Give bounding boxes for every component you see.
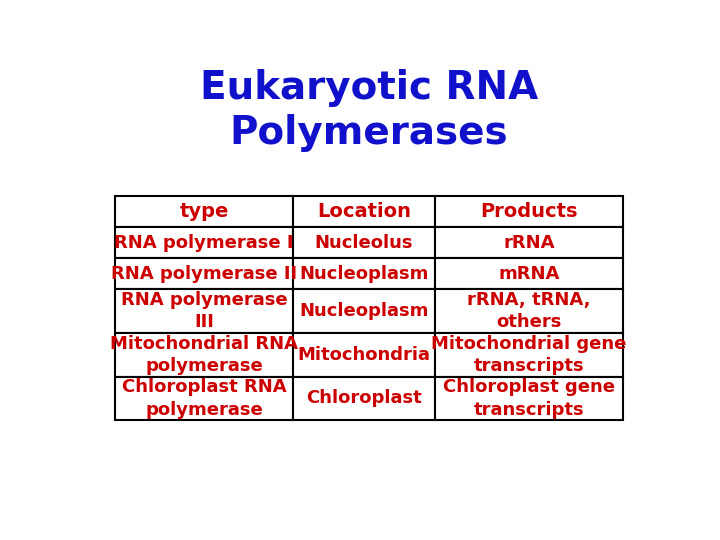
Text: type: type (179, 202, 229, 221)
Text: RNA polymerase
III: RNA polymerase III (121, 291, 287, 331)
Bar (293, 333, 435, 377)
Text: rRNA: rRNA (503, 234, 554, 252)
Bar (115, 377, 293, 420)
Text: Location: Location (317, 202, 411, 221)
Text: RNA polymerase II: RNA polymerase II (111, 265, 297, 283)
Bar (115, 333, 293, 377)
Bar (293, 196, 435, 227)
Bar (115, 289, 293, 333)
Bar (293, 377, 435, 420)
Bar (115, 196, 293, 227)
Text: Chloroplast RNA
polymerase: Chloroplast RNA polymerase (122, 379, 287, 418)
Bar (115, 258, 293, 289)
Bar (435, 333, 623, 377)
Bar (435, 196, 623, 227)
Bar (293, 289, 435, 333)
Bar (115, 227, 293, 258)
Text: Mitochondria: Mitochondria (297, 346, 431, 364)
Text: Nucleoplasm: Nucleoplasm (300, 302, 428, 320)
Text: Nucleolus: Nucleolus (315, 234, 413, 252)
Text: Mitochondrial gene
transcripts: Mitochondrial gene transcripts (431, 335, 626, 375)
Bar (435, 227, 623, 258)
Text: Chloroplast: Chloroplast (306, 389, 422, 408)
Bar (435, 377, 623, 420)
Bar (435, 258, 623, 289)
Text: Products: Products (480, 202, 577, 221)
Bar (293, 258, 435, 289)
Text: Mitochondrial RNA
polymerase: Mitochondrial RNA polymerase (110, 335, 298, 375)
Text: mRNA: mRNA (498, 265, 559, 283)
Text: Chloroplast gene
transcripts: Chloroplast gene transcripts (443, 379, 615, 418)
Bar (293, 227, 435, 258)
Text: Eukaryotic RNA
Polymerases: Eukaryotic RNA Polymerases (200, 69, 538, 152)
Text: rRNA, tRNA,
others: rRNA, tRNA, others (467, 291, 590, 331)
Text: Nucleoplasm: Nucleoplasm (300, 265, 428, 283)
Text: RNA polymerase I: RNA polymerase I (114, 234, 294, 252)
Bar (435, 289, 623, 333)
